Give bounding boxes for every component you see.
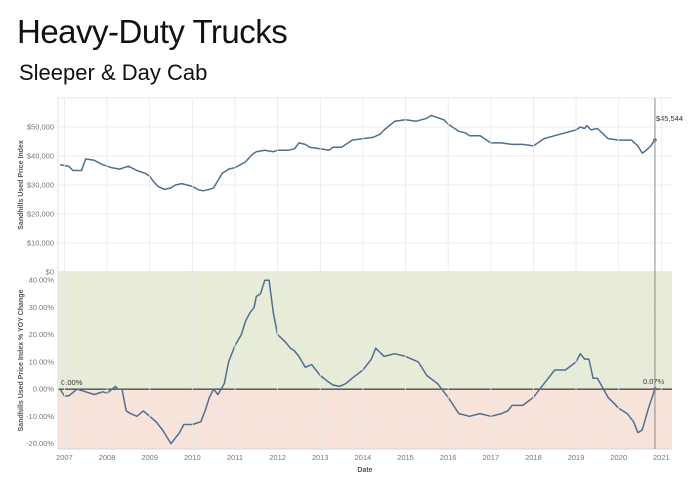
y-tick-label: 40.00% (29, 276, 55, 285)
x-tick-label: 2007 (56, 453, 73, 462)
price-last-value-label: $45,544 (656, 114, 683, 123)
positive-band (58, 272, 672, 390)
y-tick-label: $10,000 (27, 239, 54, 248)
yoy-last-value-label: 0.07% (643, 377, 665, 386)
x-tick-label: 2015 (397, 453, 414, 462)
negative-band (58, 389, 672, 449)
x-tick-label: 2014 (355, 453, 372, 462)
chart-subtitle: Sleeper & Day Cab (19, 60, 208, 85)
x-tick-label: 2013 (312, 453, 329, 462)
x-tick-label: 2016 (440, 453, 457, 462)
y-tick-label: $50,000 (27, 123, 54, 132)
x-tick-label: 2012 (269, 453, 286, 462)
price-y-axis-title: Sandhills Used Price Index (18, 140, 25, 230)
y-tick-label: $40,000 (27, 152, 54, 161)
price-index-series-line (59, 114, 656, 192)
x-tick-label: 2009 (141, 453, 158, 462)
x-tick-label: 2018 (525, 453, 542, 462)
x-axis-title: Date (357, 467, 372, 474)
y-tick-label: 10.00% (29, 357, 55, 366)
y-tick-label: -20.00% (26, 439, 54, 448)
x-tick-label: 2019 (568, 453, 585, 462)
x-tick-label: 2021 (653, 453, 670, 462)
x-tick-label: 2011 (227, 453, 243, 462)
yoy-y-axis-title: Sandhills Used Price Index % YOY Change (18, 290, 25, 432)
yoy-first-value-label: 0.00% (61, 378, 83, 387)
y-tick-label: $20,000 (27, 210, 54, 219)
x-tick-label: 2020 (610, 453, 627, 462)
y-tick-label: $0 (46, 268, 54, 277)
y-tick-label: 0.00% (33, 385, 55, 394)
x-tick-label: 2008 (99, 453, 116, 462)
yoy-panel: -20.00% -10.00% 0.00% 10.00% 20.00% 30.00% 40.… (18, 272, 672, 449)
price-panel: $0 $10,000 $20,000 $30,000 $40,000 $50,000 $45… (18, 97, 683, 277)
y-tick-label: 30.00% (29, 303, 55, 312)
y-tick-label: 20.00% (29, 330, 55, 339)
x-tick-label: 2017 (482, 453, 499, 462)
chart-title: Heavy-Duty Trucks (17, 13, 288, 50)
y-tick-label: -10.00% (26, 412, 54, 421)
yoy-change-series-line (59, 279, 656, 445)
x-tick-label: 2010 (184, 453, 201, 462)
y-tick-label: $30,000 (27, 181, 54, 190)
x-axis: 2007 2008 2009 2010 2011 2012 2013 2014 2015 2016… (56, 98, 672, 462)
